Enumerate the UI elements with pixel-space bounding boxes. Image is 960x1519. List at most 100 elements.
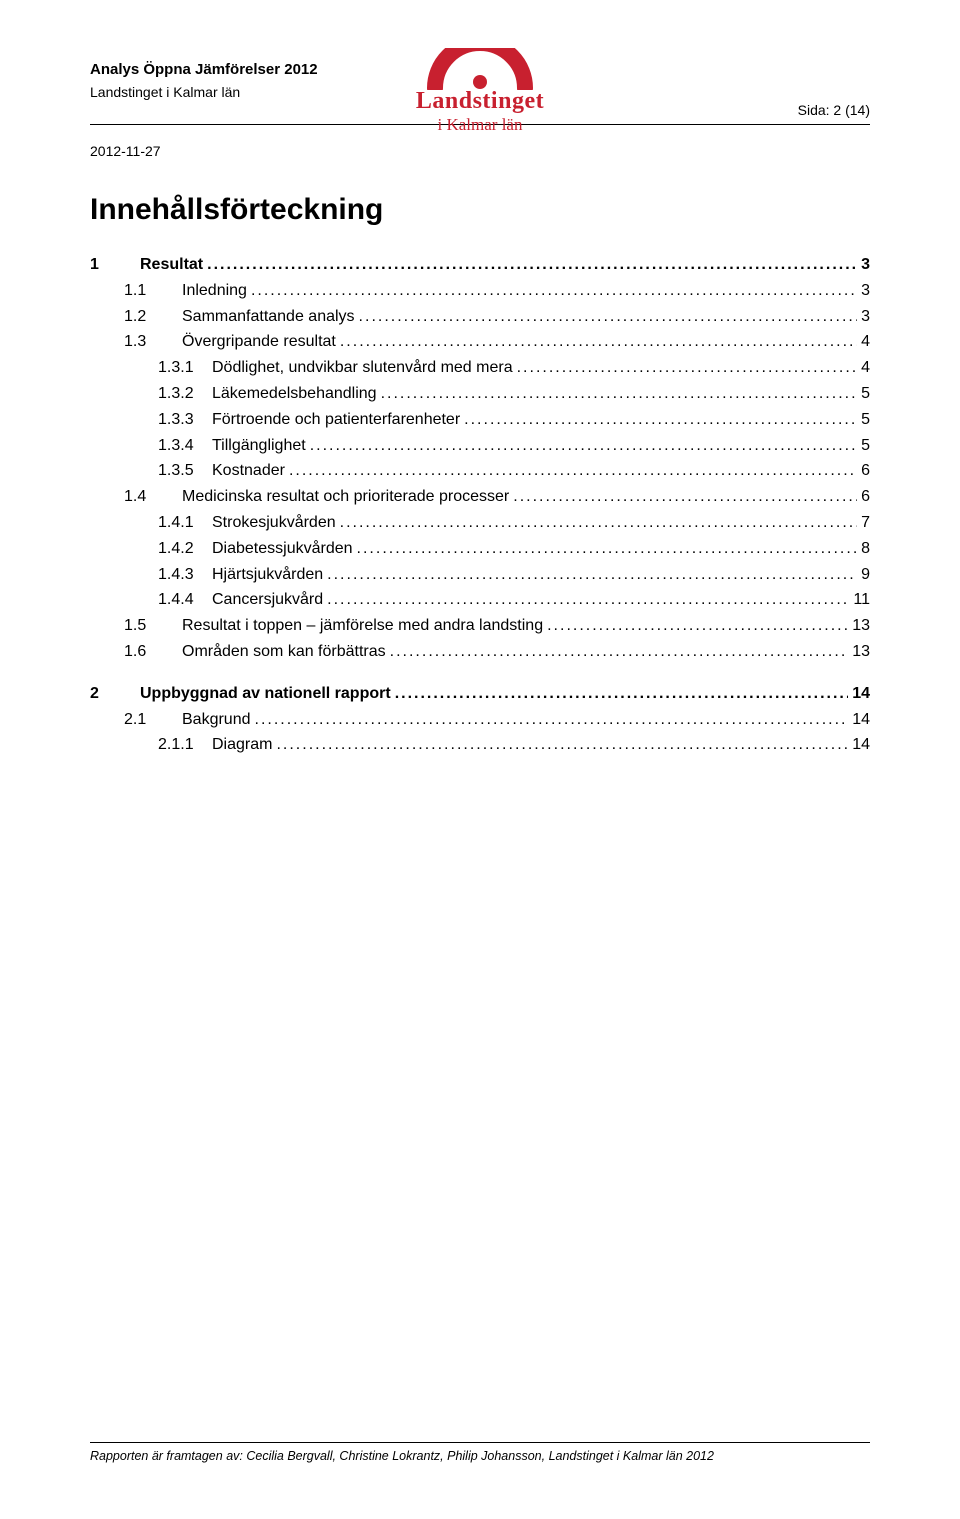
toc-entry-label: Hjärtsjukvården	[212, 563, 323, 588]
toc-entry-leader	[336, 330, 857, 355]
toc-entry-page: 6	[857, 485, 870, 510]
toc-entry-page: 5	[857, 434, 870, 459]
footer-text: Rapporten är framtagen av: Cecilia Bergv…	[90, 1449, 870, 1463]
toc-entry-leader	[336, 511, 857, 536]
toc-entry-page: 13	[848, 640, 870, 665]
toc-entry-leader	[543, 614, 848, 639]
toc-entry-leader	[323, 563, 857, 588]
toc-entry: 2.1Bakgrund 14	[90, 708, 870, 733]
toc-entry-page: 3	[857, 279, 870, 304]
toc-entry: 1.3.3Förtroende och patienterfarenheter …	[90, 408, 870, 433]
doc-date: 2012-11-27	[90, 143, 870, 159]
toc-entry-page: 3	[857, 253, 870, 278]
toc-gap	[90, 666, 870, 682]
toc-entry-leader	[513, 356, 857, 381]
toc-entry-page: 6	[857, 459, 870, 484]
toc-entry: 2.1.1Diagram 14	[90, 733, 870, 758]
toc-entry-number: 1.5	[124, 614, 182, 639]
toc-entry-page: 9	[857, 563, 870, 588]
page-number: Sida: 2 (14)	[798, 60, 870, 118]
logo-arc-icon	[425, 48, 535, 90]
toc-entry-page: 13	[848, 614, 870, 639]
toc-entry-number: 2.1	[124, 708, 182, 733]
toc-entry-label: Medicinska resultat och prioriterade pro…	[182, 485, 509, 510]
toc-entry-number: 1.3	[124, 330, 182, 355]
toc-entry-leader	[460, 408, 857, 433]
toc-entry-label: Områden som kan förbättras	[182, 640, 386, 665]
toc-entry-number: 1	[90, 253, 140, 278]
toc-entry-page: 8	[857, 537, 870, 562]
toc-heading: Innehållsförteckning	[90, 193, 870, 227]
footer: Rapporten är framtagen av: Cecilia Bergv…	[90, 1442, 870, 1463]
toc-entry-page: 11	[849, 588, 870, 613]
toc-entry-leader	[509, 485, 856, 510]
toc-entry-label: Resultat	[140, 253, 203, 278]
toc-entry-page: 14	[848, 733, 870, 758]
toc-entry: 1.3Övergripande resultat 4	[90, 330, 870, 355]
toc-entry-page: 7	[857, 511, 870, 536]
page: Analys Öppna Jämförelser 2012 Landstinge…	[0, 0, 960, 1519]
toc-entry-page: 5	[857, 408, 870, 433]
toc-entry-leader	[386, 640, 848, 665]
logo-text-line1: Landstinget	[370, 88, 590, 115]
toc-entry-page: 4	[857, 330, 870, 355]
toc-entry-label: Kostnader	[212, 459, 285, 484]
toc-entry: 1.4.3Hjärtsjukvården 9	[90, 563, 870, 588]
toc-entry: 1.3.1Dödlighet, undvikbar slutenvård med…	[90, 356, 870, 381]
toc-entry: 1.3.2Läkemedelsbehandling 5	[90, 382, 870, 407]
toc-entry: 1.2Sammanfattande analys 3	[90, 305, 870, 330]
toc-entry-leader	[203, 253, 857, 278]
toc-entry: 1.4Medicinska resultat och prioriterade …	[90, 485, 870, 510]
toc-entry-label: Diagram	[212, 733, 272, 758]
toc-entry-label: Diabetessjukvården	[212, 537, 353, 562]
toc-entry: 1.1Inledning 3	[90, 279, 870, 304]
toc-entry-label: Strokesjukvården	[212, 511, 336, 536]
toc-entry-leader	[272, 733, 847, 758]
toc-entry-page: 14	[848, 682, 870, 707]
toc-list: 1Resultat 31.1Inledning 31.2Sammanfattan…	[90, 253, 870, 758]
toc-entry-number: 1.3.1	[158, 356, 212, 381]
logo: Landstinget i Kalmar län	[370, 48, 590, 135]
toc-entry: 1.6Områden som kan förbättras 13	[90, 640, 870, 665]
toc-entry-label: Förtroende och patienterfarenheter	[212, 408, 460, 433]
toc-entry-number: 1.4.1	[158, 511, 212, 536]
toc-entry-leader	[353, 537, 857, 562]
toc-entry: 1Resultat 3	[90, 253, 870, 278]
toc-entry-leader	[306, 434, 857, 459]
toc-entry-number: 1.6	[124, 640, 182, 665]
toc-entry: 1.3.5Kostnader 6	[90, 459, 870, 484]
toc-entry-label: Läkemedelsbehandling	[212, 382, 377, 407]
toc-entry-leader	[323, 588, 849, 613]
toc-entry-leader	[251, 708, 848, 733]
toc-entry-number: 2	[90, 682, 140, 707]
toc-entry-number: 2.1.1	[158, 733, 212, 758]
toc-entry: 1.3.4Tillgänglighet 5	[90, 434, 870, 459]
toc-entry-leader	[285, 459, 857, 484]
toc-entry-label: Dödlighet, undvikbar slutenvård med mera	[212, 356, 513, 381]
toc-entry-label: Cancersjukvård	[212, 588, 323, 613]
toc-entry-page: 14	[848, 708, 870, 733]
toc-entry-number: 1.2	[124, 305, 182, 330]
toc-entry: 1.4.4Cancersjukvård 11	[90, 588, 870, 613]
toc-entry-page: 5	[857, 382, 870, 407]
toc-entry: 1.5Resultat i toppen – jämförelse med an…	[90, 614, 870, 639]
toc-entry-label: Tillgänglighet	[212, 434, 306, 459]
toc-entry-number: 1.3.4	[158, 434, 212, 459]
toc-entry-number: 1.4.2	[158, 537, 212, 562]
toc-entry-leader	[391, 682, 848, 707]
toc-entry-label: Resultat i toppen – jämförelse med andra…	[182, 614, 543, 639]
toc-entry: 2Uppbyggnad av nationell rapport 14	[90, 682, 870, 707]
toc-entry-number: 1.1	[124, 279, 182, 304]
toc-entry-number: 1.3.3	[158, 408, 212, 433]
toc-entry: 1.4.2Diabetessjukvården 8	[90, 537, 870, 562]
toc-entry-number: 1.4.4	[158, 588, 212, 613]
toc-entry-number: 1.3.2	[158, 382, 212, 407]
logo-text-line2: i Kalmar län	[370, 115, 590, 135]
footer-rule	[90, 1442, 870, 1443]
toc-entry-leader	[247, 279, 857, 304]
toc-entry-label: Övergripande resultat	[182, 330, 336, 355]
toc-entry-leader	[377, 382, 857, 407]
toc-entry-label: Sammanfattande analys	[182, 305, 355, 330]
toc-entry-page: 4	[857, 356, 870, 381]
toc-entry-label: Bakgrund	[182, 708, 251, 733]
